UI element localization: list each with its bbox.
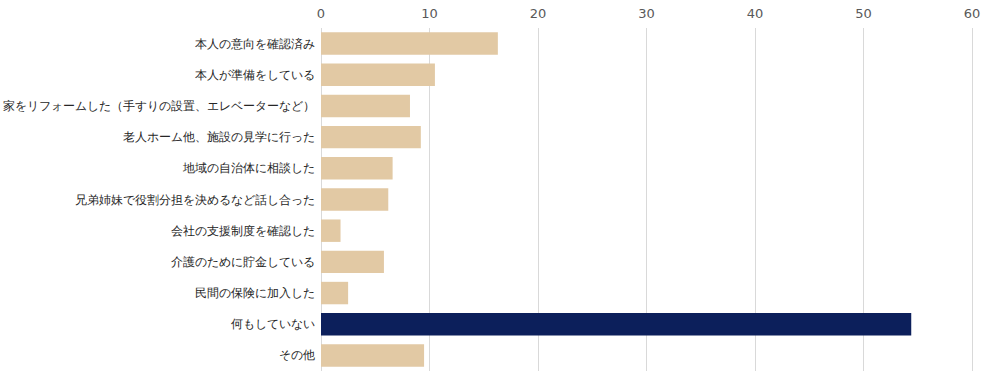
svg-text:30: 30	[638, 6, 655, 21]
svg-text:その他: その他	[279, 348, 315, 362]
svg-text:60: 60	[964, 6, 981, 21]
svg-text:民間の保険に加入した: 民間の保険に加入した	[195, 286, 315, 300]
svg-text:0: 0	[317, 6, 325, 21]
svg-text:10: 10	[421, 6, 438, 21]
svg-text:40: 40	[747, 6, 764, 21]
svg-text:50: 50	[855, 6, 872, 21]
svg-text:本人の意向を確認済み: 本人の意向を確認済み	[195, 37, 315, 51]
svg-text:家をリフォームした（手すりの設置、エレベーターなど）: 家をリフォームした（手すりの設置、エレベーターなど）	[3, 99, 315, 113]
svg-text:兄弟姉妹で役割分担を決めるなど話し合った: 兄弟姉妹で役割分担を決めるなど話し合った	[75, 193, 315, 207]
svg-text:本人が準備をしている: 本人が準備をしている	[195, 68, 315, 82]
svg-text:老人ホーム他、施設の見学に行った: 老人ホーム他、施設の見学に行った	[123, 130, 315, 144]
svg-text:何もしていない: 何もしていない	[231, 317, 315, 331]
svg-text:20: 20	[530, 6, 547, 21]
svg-text:会社の支援制度を確認した: 会社の支援制度を確認した	[171, 224, 315, 238]
svg-text:地域の自治体に相談した: 地域の自治体に相談した	[182, 161, 315, 175]
svg-text:介護のために貯金している: 介護のために貯金している	[171, 255, 315, 269]
